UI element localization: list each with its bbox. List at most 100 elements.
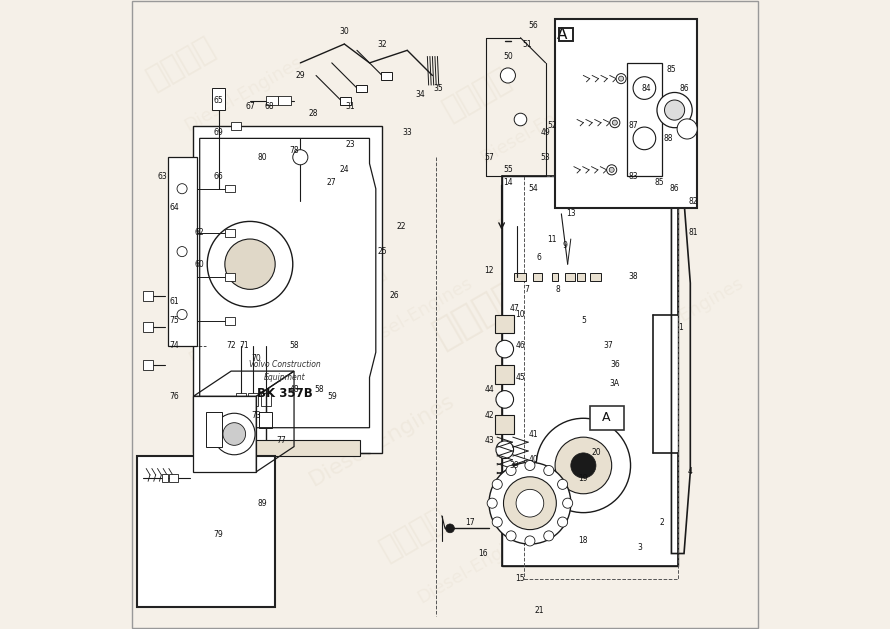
- Text: 3: 3: [637, 543, 643, 552]
- Text: 10: 10: [515, 310, 525, 319]
- Text: 75: 75: [170, 316, 180, 325]
- Circle shape: [633, 77, 656, 99]
- Circle shape: [492, 517, 502, 527]
- FancyBboxPatch shape: [137, 456, 275, 607]
- Text: 62: 62: [195, 228, 205, 237]
- Circle shape: [496, 441, 514, 459]
- Text: 53: 53: [541, 153, 551, 162]
- Text: A: A: [557, 27, 567, 42]
- Text: 46: 46: [515, 342, 525, 350]
- Circle shape: [177, 184, 187, 194]
- Circle shape: [516, 489, 544, 517]
- Text: 32: 32: [377, 40, 387, 48]
- Text: Diesel-Engines: Diesel-Engines: [477, 85, 602, 167]
- Text: 紫发动力: 紫发动力: [312, 252, 390, 314]
- Text: 61: 61: [170, 298, 180, 306]
- Circle shape: [293, 150, 308, 165]
- Circle shape: [536, 418, 630, 513]
- Text: 76: 76: [170, 392, 180, 401]
- Bar: [193, 126, 382, 453]
- Circle shape: [557, 517, 568, 527]
- Text: 73: 73: [252, 411, 261, 420]
- Text: Diesel-Engines: Diesel-Engines: [622, 274, 746, 355]
- Text: Diesel-Engines: Diesel-Engines: [414, 525, 538, 607]
- Text: 紫发动力: 紫发动力: [142, 32, 220, 94]
- Text: 51: 51: [522, 40, 531, 48]
- Text: 54: 54: [528, 184, 538, 193]
- Bar: [340, 97, 352, 105]
- Text: 63: 63: [157, 172, 166, 181]
- Circle shape: [677, 119, 697, 139]
- Text: 紫发动力: 紫发动力: [375, 504, 452, 565]
- Circle shape: [496, 391, 514, 408]
- Text: 71: 71: [239, 342, 248, 350]
- Circle shape: [570, 453, 596, 478]
- Circle shape: [506, 465, 516, 476]
- Text: 紫发动力: 紫发动力: [426, 275, 527, 354]
- Text: 35: 35: [433, 84, 443, 92]
- Text: 27: 27: [327, 178, 336, 187]
- Bar: [248, 393, 258, 406]
- Circle shape: [612, 120, 618, 125]
- Circle shape: [557, 479, 568, 489]
- Circle shape: [555, 437, 611, 494]
- Bar: [496, 314, 514, 333]
- Text: 58: 58: [289, 342, 299, 350]
- Text: 66: 66: [214, 172, 223, 181]
- Circle shape: [633, 127, 656, 150]
- Text: 59: 59: [327, 392, 336, 401]
- Text: 70: 70: [252, 354, 261, 363]
- Circle shape: [492, 479, 502, 489]
- Text: A: A: [603, 411, 611, 424]
- Text: 49: 49: [541, 128, 551, 136]
- Circle shape: [177, 247, 187, 257]
- Circle shape: [489, 462, 570, 544]
- Text: 3A: 3A: [610, 379, 620, 388]
- Circle shape: [544, 465, 554, 476]
- Text: 80: 80: [258, 153, 267, 162]
- Bar: [356, 85, 367, 92]
- Circle shape: [610, 118, 619, 128]
- Bar: [222, 440, 360, 456]
- Text: 85: 85: [654, 178, 664, 187]
- Text: 34: 34: [415, 90, 425, 99]
- Text: Diesel-Engines: Diesel-Engines: [306, 391, 458, 490]
- Text: 72: 72: [226, 342, 236, 350]
- Text: 15: 15: [515, 574, 525, 583]
- Text: 84: 84: [642, 84, 651, 92]
- Text: 55: 55: [503, 165, 513, 174]
- Bar: [552, 273, 558, 281]
- Text: 24: 24: [340, 165, 349, 174]
- Text: 5: 5: [581, 316, 586, 325]
- Text: 21: 21: [535, 606, 544, 615]
- Text: 紫发动力: 紫发动力: [582, 252, 660, 314]
- Text: 11: 11: [547, 235, 556, 243]
- Circle shape: [496, 340, 514, 358]
- Text: 30: 30: [339, 27, 349, 36]
- Text: 86: 86: [670, 184, 679, 193]
- Bar: [627, 63, 662, 176]
- Circle shape: [562, 498, 572, 508]
- Text: 7: 7: [524, 285, 530, 294]
- Bar: [514, 273, 525, 281]
- Bar: [496, 415, 514, 434]
- Text: Diesel-Engines: Diesel-Engines: [352, 274, 476, 355]
- Text: 89: 89: [258, 499, 267, 508]
- Text: 74: 74: [170, 342, 180, 350]
- Text: 13: 13: [566, 209, 576, 218]
- Bar: [590, 406, 624, 430]
- Text: Volvo Construction: Volvo Construction: [248, 360, 320, 369]
- Text: 4: 4: [688, 467, 692, 476]
- Text: 79: 79: [214, 530, 223, 539]
- Text: 紫发动力: 紫发动力: [238, 149, 337, 228]
- Circle shape: [544, 531, 554, 541]
- Text: 紫发动力: 紫发动力: [553, 401, 652, 480]
- Text: 41: 41: [529, 430, 538, 438]
- Text: 77: 77: [277, 436, 287, 445]
- Bar: [559, 28, 572, 41]
- Circle shape: [223, 423, 246, 445]
- Text: 紫发动力: 紫发动力: [438, 64, 515, 125]
- Text: 78: 78: [289, 147, 299, 155]
- Bar: [502, 176, 677, 566]
- Bar: [213, 88, 225, 110]
